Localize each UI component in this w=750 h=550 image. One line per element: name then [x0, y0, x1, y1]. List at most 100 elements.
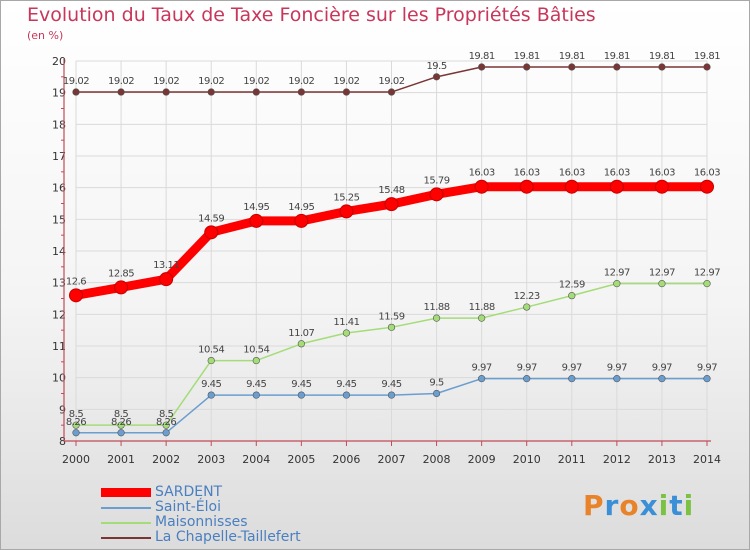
data-point — [204, 225, 219, 240]
series-1 — [72, 375, 711, 437]
data-label: 19.5 — [426, 61, 446, 72]
data-label: 9.97 — [607, 363, 627, 374]
data-label: 19.02 — [153, 76, 179, 87]
legend-label: Saint-Éloi — [155, 499, 221, 515]
data-label: 9.45 — [246, 379, 266, 390]
data-label: 19.02 — [378, 76, 404, 87]
data-point — [207, 391, 215, 399]
x-tick-label: 2004 — [242, 453, 270, 466]
data-point — [658, 280, 666, 288]
data-point — [117, 88, 125, 96]
data-point — [523, 63, 531, 71]
data-label: 9.97 — [652, 363, 672, 374]
data-label: 8.26 — [111, 417, 131, 428]
data-label: 11.41 — [333, 317, 359, 328]
y-tick-label: 9 — [59, 403, 66, 416]
x-tick-label: 2014 — [693, 453, 721, 466]
data-label: 19.81 — [694, 51, 720, 62]
data-point — [249, 213, 264, 228]
data-label: 14.95 — [243, 202, 269, 213]
y-tick-label: 16 — [52, 182, 66, 195]
data-label: 16.03 — [694, 168, 720, 179]
data-point — [297, 88, 305, 96]
data-point — [613, 280, 621, 288]
data-point — [387, 323, 396, 331]
data-label: 8.5 — [114, 409, 129, 420]
data-point — [339, 204, 354, 219]
x-tick-label: 2013 — [648, 453, 676, 466]
series-0 — [69, 179, 714, 303]
data-point — [703, 63, 711, 71]
data-point — [568, 292, 576, 300]
data-point — [432, 73, 441, 81]
data-label: 9.97 — [472, 363, 492, 374]
data-label: 16.03 — [469, 168, 495, 179]
data-label: 12.6 — [66, 276, 86, 287]
data-label: 12.97 — [649, 268, 675, 279]
x-tick-label: 2003 — [197, 453, 225, 466]
data-point — [72, 88, 80, 96]
data-label: 19.81 — [559, 51, 585, 62]
data-point — [159, 272, 174, 287]
data-label: 11.59 — [378, 311, 404, 322]
data-point — [474, 179, 489, 194]
data-point — [523, 303, 531, 311]
y-tick-label: 20 — [52, 55, 66, 68]
y-tick-label: 10 — [52, 372, 66, 385]
data-label: 12.85 — [108, 268, 134, 279]
x-tick-label: 2009 — [468, 453, 496, 466]
data-point — [162, 421, 170, 429]
data-label: 15.48 — [378, 185, 404, 196]
data-point — [162, 88, 170, 96]
data-point — [703, 280, 711, 288]
y-tick-label: 12 — [52, 308, 66, 321]
data-point — [478, 63, 486, 71]
legend-label: La Chapelle-Taillefert — [155, 529, 301, 545]
x-tick-label: 2008 — [423, 453, 451, 466]
data-point — [162, 429, 170, 437]
series-3 — [72, 63, 711, 96]
data-label: 19.81 — [649, 51, 675, 62]
data-point — [609, 179, 624, 194]
data-point — [568, 63, 576, 71]
data-label: 11.88 — [469, 302, 495, 313]
data-label: 19.81 — [604, 51, 630, 62]
x-tick-label: 2002 — [152, 453, 180, 466]
data-label: 11.88 — [424, 302, 450, 313]
data-label: 9.45 — [291, 379, 311, 390]
data-label: 12.97 — [694, 268, 720, 279]
data-label: 9.97 — [517, 363, 537, 374]
data-point — [658, 63, 666, 71]
data-point — [252, 391, 260, 399]
data-point — [297, 340, 305, 348]
data-label: 9.97 — [697, 363, 717, 374]
data-point — [432, 314, 441, 322]
data-label: 19.02 — [333, 76, 359, 87]
legend-swatch — [101, 488, 151, 497]
x-tick-label: 2007 — [378, 453, 406, 466]
logo-letter: P — [583, 489, 605, 522]
data-point — [564, 179, 579, 194]
data-point — [519, 179, 534, 194]
data-point — [117, 421, 125, 429]
y-tick-label: 18 — [52, 118, 66, 131]
line-chart-plot: 8 9 10 11 12 13 14 15 16 17 18 19 20 2000 2001 2002 2003… — [52, 51, 721, 466]
data-point — [429, 187, 444, 202]
data-label: 14.95 — [288, 202, 314, 213]
data-point — [297, 391, 305, 399]
logo-letter: r — [604, 489, 620, 522]
y-tick-label: 17 — [52, 150, 66, 163]
data-label: 12.23 — [514, 291, 540, 302]
data-point — [703, 375, 711, 383]
chart-title: Evolution du Taux de Taxe Foncière sur l… — [27, 4, 596, 26]
data-label: 8.26 — [156, 417, 176, 428]
data-point — [523, 375, 531, 383]
data-label: 15.25 — [333, 192, 359, 203]
data-point — [568, 375, 576, 383]
x-tick-label: 2001 — [107, 453, 135, 466]
data-point — [207, 356, 215, 365]
data-point — [478, 375, 486, 383]
y-tick-label: 19 — [52, 87, 66, 100]
data-label: 19.81 — [469, 51, 495, 62]
legend-swatch — [101, 507, 151, 509]
